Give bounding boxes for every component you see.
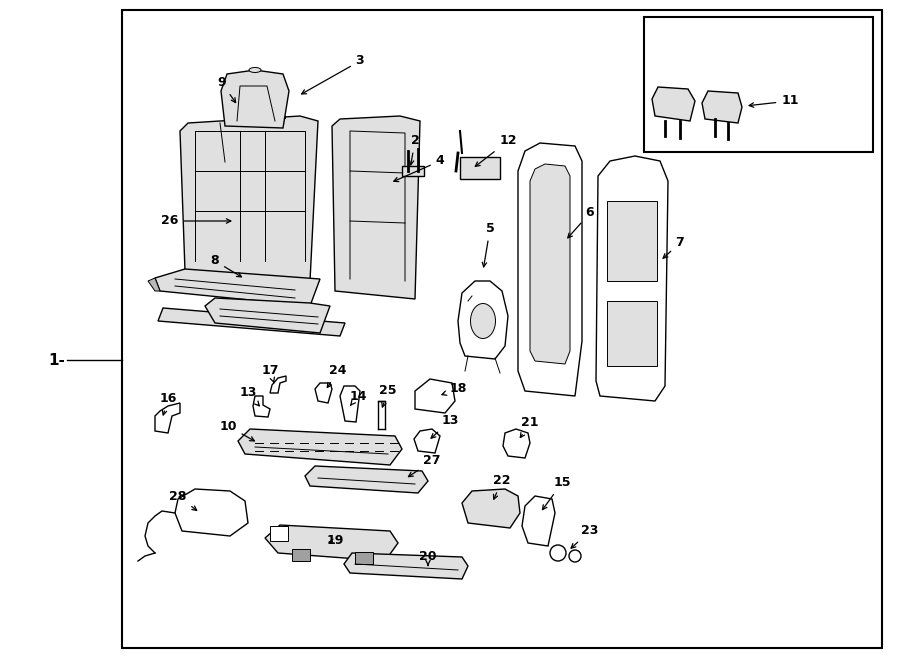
Polygon shape xyxy=(265,525,398,561)
Text: 23: 23 xyxy=(572,524,598,548)
Polygon shape xyxy=(158,308,345,336)
Text: 12: 12 xyxy=(475,134,517,167)
Text: 1-: 1- xyxy=(48,353,65,368)
Bar xyxy=(607,301,657,366)
Text: 28: 28 xyxy=(169,490,197,510)
Bar xyxy=(270,526,288,541)
Text: 3: 3 xyxy=(302,54,364,94)
Polygon shape xyxy=(253,396,270,417)
Polygon shape xyxy=(180,116,318,281)
Polygon shape xyxy=(221,70,289,128)
Polygon shape xyxy=(414,429,440,453)
Polygon shape xyxy=(148,278,160,291)
Polygon shape xyxy=(652,87,695,121)
Text: 16: 16 xyxy=(159,393,176,415)
Polygon shape xyxy=(518,143,582,396)
Text: 27: 27 xyxy=(409,455,441,477)
Polygon shape xyxy=(205,298,330,333)
Text: 2: 2 xyxy=(410,134,419,165)
Text: 25: 25 xyxy=(379,385,397,407)
Text: 18: 18 xyxy=(442,383,467,395)
Polygon shape xyxy=(503,429,530,458)
Text: 13: 13 xyxy=(239,387,259,406)
Text: 20: 20 xyxy=(419,549,436,565)
Ellipse shape xyxy=(249,67,261,73)
Polygon shape xyxy=(344,553,468,579)
Ellipse shape xyxy=(471,303,496,338)
Text: 22: 22 xyxy=(493,475,511,499)
Text: 11: 11 xyxy=(749,95,799,108)
Bar xyxy=(355,552,373,564)
Bar xyxy=(607,201,657,281)
Polygon shape xyxy=(155,269,320,306)
Text: 9: 9 xyxy=(218,77,236,102)
Polygon shape xyxy=(702,91,742,123)
Text: 7: 7 xyxy=(663,237,684,258)
Polygon shape xyxy=(522,496,555,546)
Bar xyxy=(122,10,882,648)
Text: 24: 24 xyxy=(328,364,346,387)
Bar xyxy=(402,166,424,176)
Bar xyxy=(644,17,873,152)
Polygon shape xyxy=(155,403,180,433)
Text: 17: 17 xyxy=(261,364,279,383)
Polygon shape xyxy=(175,489,248,536)
Text: 21: 21 xyxy=(520,416,539,438)
Polygon shape xyxy=(415,379,455,413)
Text: 5: 5 xyxy=(482,223,494,267)
Bar xyxy=(292,549,310,561)
Polygon shape xyxy=(458,281,508,359)
Text: 10: 10 xyxy=(220,420,255,441)
Text: 19: 19 xyxy=(327,535,344,547)
Polygon shape xyxy=(315,383,332,403)
Text: 13: 13 xyxy=(431,414,459,438)
Text: 6: 6 xyxy=(568,206,594,238)
Text: 14: 14 xyxy=(349,389,367,405)
Text: 8: 8 xyxy=(211,254,241,277)
Text: 26: 26 xyxy=(161,215,230,227)
Polygon shape xyxy=(305,466,428,493)
Polygon shape xyxy=(530,164,570,364)
Polygon shape xyxy=(340,386,360,422)
Bar xyxy=(460,157,500,179)
Circle shape xyxy=(569,550,581,562)
Polygon shape xyxy=(332,116,420,299)
Circle shape xyxy=(550,545,566,561)
Polygon shape xyxy=(462,489,520,528)
Polygon shape xyxy=(270,376,286,393)
Polygon shape xyxy=(238,429,402,465)
Polygon shape xyxy=(596,156,668,401)
Text: 15: 15 xyxy=(543,477,571,510)
Text: 4: 4 xyxy=(394,155,445,182)
